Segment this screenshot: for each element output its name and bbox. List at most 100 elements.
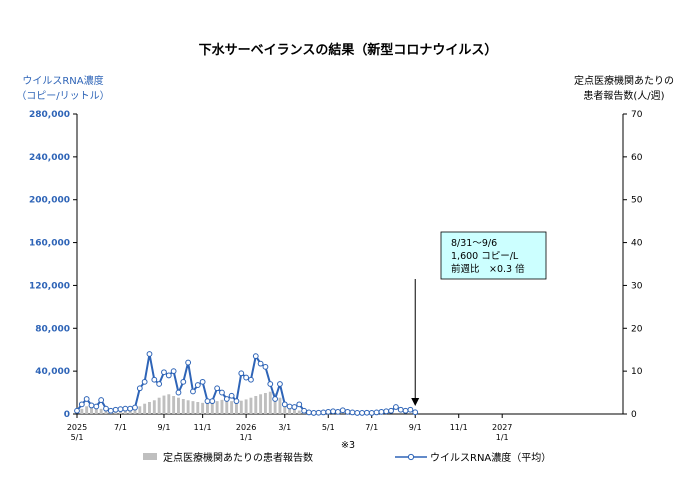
data-point bbox=[373, 409, 380, 416]
data-point bbox=[310, 410, 317, 416]
bar bbox=[201, 402, 205, 414]
bar bbox=[138, 406, 142, 414]
data-point bbox=[74, 407, 80, 414]
data-point bbox=[354, 410, 361, 416]
bar bbox=[297, 410, 301, 414]
data-point bbox=[364, 409, 370, 416]
x-tick-sublabel: 5/1 bbox=[71, 433, 84, 442]
bar bbox=[94, 407, 98, 414]
bar bbox=[220, 399, 224, 414]
data-point bbox=[209, 398, 216, 405]
annotation-text: 1,600 コピー/L bbox=[451, 251, 519, 262]
bar bbox=[268, 391, 272, 414]
right-tick-label: 70 bbox=[631, 110, 643, 120]
data-point bbox=[93, 403, 100, 410]
bar bbox=[263, 393, 267, 414]
left-tick-label: 80,000 bbox=[35, 324, 70, 334]
bar bbox=[283, 402, 287, 414]
annotation-box bbox=[440, 231, 547, 280]
data-point bbox=[243, 374, 250, 381]
bar bbox=[254, 396, 258, 414]
bar bbox=[259, 394, 263, 414]
data-point bbox=[407, 406, 414, 413]
data-point bbox=[252, 353, 259, 360]
data-point bbox=[368, 410, 375, 416]
bar bbox=[278, 397, 282, 414]
left-tick-label: 0 bbox=[64, 410, 70, 420]
x-tick-label: 7/1 bbox=[114, 423, 127, 432]
data-point bbox=[204, 398, 211, 405]
data-point bbox=[228, 392, 235, 399]
data-point bbox=[83, 396, 90, 402]
left-tick-label: 160,000 bbox=[29, 239, 70, 249]
legend-marker bbox=[407, 453, 415, 461]
data-point bbox=[132, 404, 138, 411]
right-tick-label: 20 bbox=[631, 324, 643, 334]
line-series bbox=[74, 351, 419, 416]
data-point bbox=[267, 381, 274, 387]
data-point bbox=[344, 408, 351, 415]
x-tick-label: 9/1 bbox=[158, 423, 171, 432]
bar bbox=[99, 408, 103, 414]
data-point bbox=[223, 396, 230, 402]
data-point bbox=[262, 363, 269, 370]
right-axis-label-line2: 患者報告数(人/週) bbox=[583, 89, 664, 102]
bar bbox=[239, 400, 243, 414]
data-point bbox=[325, 408, 332, 415]
bar bbox=[172, 396, 176, 414]
data-point bbox=[194, 382, 201, 388]
x-tick-label: 7/1 bbox=[365, 423, 378, 432]
data-point bbox=[214, 385, 221, 392]
data-point bbox=[330, 408, 336, 415]
x-tick-label: 11/1 bbox=[450, 423, 468, 432]
bar bbox=[215, 401, 219, 414]
data-point bbox=[98, 397, 105, 403]
data-point bbox=[320, 409, 327, 416]
x-tick-label: 2026 bbox=[236, 423, 256, 432]
bar bbox=[80, 408, 84, 414]
data-point bbox=[383, 408, 390, 415]
data-point bbox=[233, 398, 240, 405]
bar bbox=[128, 409, 132, 414]
data-point bbox=[277, 381, 283, 387]
x-tick-label: 11/1 bbox=[194, 423, 212, 432]
bar bbox=[288, 406, 292, 414]
x-tick-sublabel: 1/1 bbox=[240, 433, 253, 442]
bar bbox=[249, 397, 253, 414]
data-point bbox=[112, 406, 119, 413]
bar bbox=[235, 402, 238, 414]
data-point bbox=[165, 372, 172, 379]
data-point bbox=[257, 360, 264, 367]
data-point bbox=[180, 378, 187, 385]
bar bbox=[191, 401, 195, 414]
bar-series bbox=[80, 391, 306, 414]
chart-title: 下水サーベイランスの結果（新型コロナウイルス） bbox=[199, 42, 498, 58]
data-point bbox=[190, 388, 196, 395]
data-point bbox=[393, 404, 399, 410]
annotation-text: 前週比 ×0.3 倍 bbox=[451, 263, 525, 275]
right-tick-label: 40 bbox=[631, 239, 643, 249]
right-axis-label-line1: 定点医療機関あたりの bbox=[574, 74, 674, 87]
bar bbox=[244, 399, 248, 414]
data-point bbox=[141, 378, 148, 385]
data-point bbox=[378, 408, 385, 415]
data-point bbox=[156, 381, 163, 387]
x-tick-label: 9/1 bbox=[409, 423, 422, 432]
data-point bbox=[388, 407, 394, 414]
annotation-text: 8/31～9/6 bbox=[451, 238, 497, 249]
x-tick-label: 2025 bbox=[67, 423, 87, 432]
bar bbox=[157, 397, 161, 414]
bar bbox=[104, 409, 108, 414]
right-tick-label: 30 bbox=[631, 281, 643, 291]
bar bbox=[143, 403, 147, 414]
data-point bbox=[291, 404, 298, 410]
bar bbox=[196, 402, 200, 414]
data-point bbox=[349, 409, 356, 416]
annotation-arrow-head bbox=[411, 398, 420, 406]
data-point bbox=[402, 407, 409, 414]
legend: 定点医療機関あたりの患者報告数 ウイルスRNA濃度（平均） bbox=[143, 451, 551, 464]
data-point bbox=[117, 406, 124, 413]
bar bbox=[148, 402, 151, 414]
